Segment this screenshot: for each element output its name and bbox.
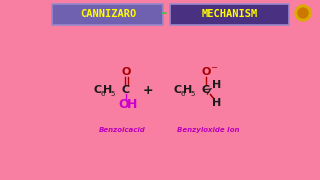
Text: C: C [94, 85, 102, 95]
Circle shape [295, 5, 311, 21]
Circle shape [298, 8, 308, 18]
FancyBboxPatch shape [170, 3, 289, 24]
Text: +: + [143, 84, 153, 96]
Text: 5: 5 [111, 91, 115, 97]
Text: H: H [127, 98, 137, 111]
Text: −: − [211, 64, 218, 73]
Text: C: C [174, 85, 182, 95]
Text: Benzyloxide Ion: Benzyloxide Ion [177, 127, 239, 133]
Text: H: H [212, 98, 222, 108]
Text: O: O [119, 98, 129, 111]
FancyBboxPatch shape [52, 3, 163, 24]
Text: MECHANISM: MECHANISM [202, 9, 258, 19]
Text: C: C [202, 85, 210, 95]
Text: 6: 6 [101, 91, 105, 97]
Text: CANNIZARO: CANNIZARO [80, 9, 136, 19]
Text: O: O [121, 67, 131, 77]
Text: 5: 5 [191, 91, 195, 97]
Text: –: – [160, 8, 166, 21]
Text: 6: 6 [181, 91, 185, 97]
Text: H: H [183, 85, 193, 95]
Text: H: H [212, 80, 222, 90]
Text: C: C [122, 85, 130, 95]
Text: O: O [201, 67, 211, 77]
Text: Benzoicacid: Benzoicacid [99, 127, 145, 133]
Text: H: H [103, 85, 113, 95]
